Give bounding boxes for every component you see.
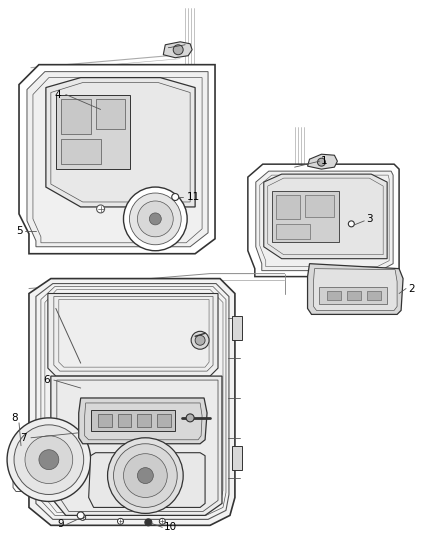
Polygon shape (27, 71, 208, 247)
Polygon shape (91, 410, 175, 431)
Circle shape (195, 335, 205, 345)
Polygon shape (319, 287, 387, 304)
Polygon shape (85, 403, 202, 440)
Polygon shape (307, 264, 403, 314)
Polygon shape (98, 414, 112, 427)
Polygon shape (314, 269, 397, 310)
Circle shape (348, 221, 354, 227)
Polygon shape (276, 195, 300, 219)
Circle shape (173, 45, 183, 55)
Polygon shape (95, 100, 125, 130)
Circle shape (191, 332, 209, 349)
Text: 11: 11 (187, 192, 200, 202)
Polygon shape (56, 94, 131, 169)
Circle shape (25, 436, 73, 483)
Text: 10: 10 (164, 522, 177, 532)
Polygon shape (304, 195, 335, 217)
Polygon shape (138, 414, 152, 427)
Polygon shape (157, 414, 171, 427)
Circle shape (172, 193, 179, 200)
Polygon shape (232, 446, 242, 470)
Polygon shape (61, 139, 101, 164)
Text: 9: 9 (57, 519, 64, 529)
Polygon shape (256, 171, 393, 271)
Polygon shape (367, 290, 381, 301)
Polygon shape (51, 376, 222, 515)
Polygon shape (61, 100, 91, 134)
Circle shape (39, 450, 59, 470)
Circle shape (113, 444, 177, 507)
Polygon shape (307, 154, 337, 169)
Circle shape (186, 414, 194, 422)
Text: 4: 4 (54, 90, 61, 100)
Circle shape (117, 519, 124, 524)
Polygon shape (48, 294, 218, 376)
Circle shape (7, 418, 91, 502)
Polygon shape (79, 398, 207, 444)
Text: 8: 8 (12, 413, 18, 423)
Polygon shape (46, 78, 195, 207)
Text: 7: 7 (20, 433, 26, 443)
Circle shape (108, 438, 183, 513)
Circle shape (318, 158, 325, 166)
Text: 3: 3 (366, 214, 373, 224)
Circle shape (80, 514, 86, 520)
Polygon shape (272, 191, 339, 242)
Circle shape (124, 187, 187, 251)
Polygon shape (276, 224, 310, 239)
Polygon shape (232, 317, 242, 340)
Circle shape (145, 519, 152, 526)
Polygon shape (163, 42, 192, 58)
Polygon shape (19, 64, 215, 254)
Circle shape (138, 467, 153, 483)
Circle shape (130, 193, 181, 245)
Circle shape (97, 205, 105, 213)
Text: 2: 2 (409, 284, 415, 294)
Polygon shape (264, 174, 387, 259)
Polygon shape (117, 414, 131, 427)
Polygon shape (347, 290, 361, 301)
Text: 1: 1 (321, 156, 328, 166)
Text: 6: 6 (43, 375, 50, 385)
Circle shape (159, 519, 165, 524)
Text: 5: 5 (16, 226, 22, 236)
Circle shape (14, 425, 84, 495)
Circle shape (77, 512, 84, 519)
Circle shape (149, 213, 161, 225)
Polygon shape (248, 164, 399, 277)
Circle shape (124, 454, 167, 497)
Polygon shape (328, 290, 341, 301)
Polygon shape (88, 453, 205, 507)
Circle shape (138, 201, 173, 237)
Polygon shape (29, 279, 235, 526)
